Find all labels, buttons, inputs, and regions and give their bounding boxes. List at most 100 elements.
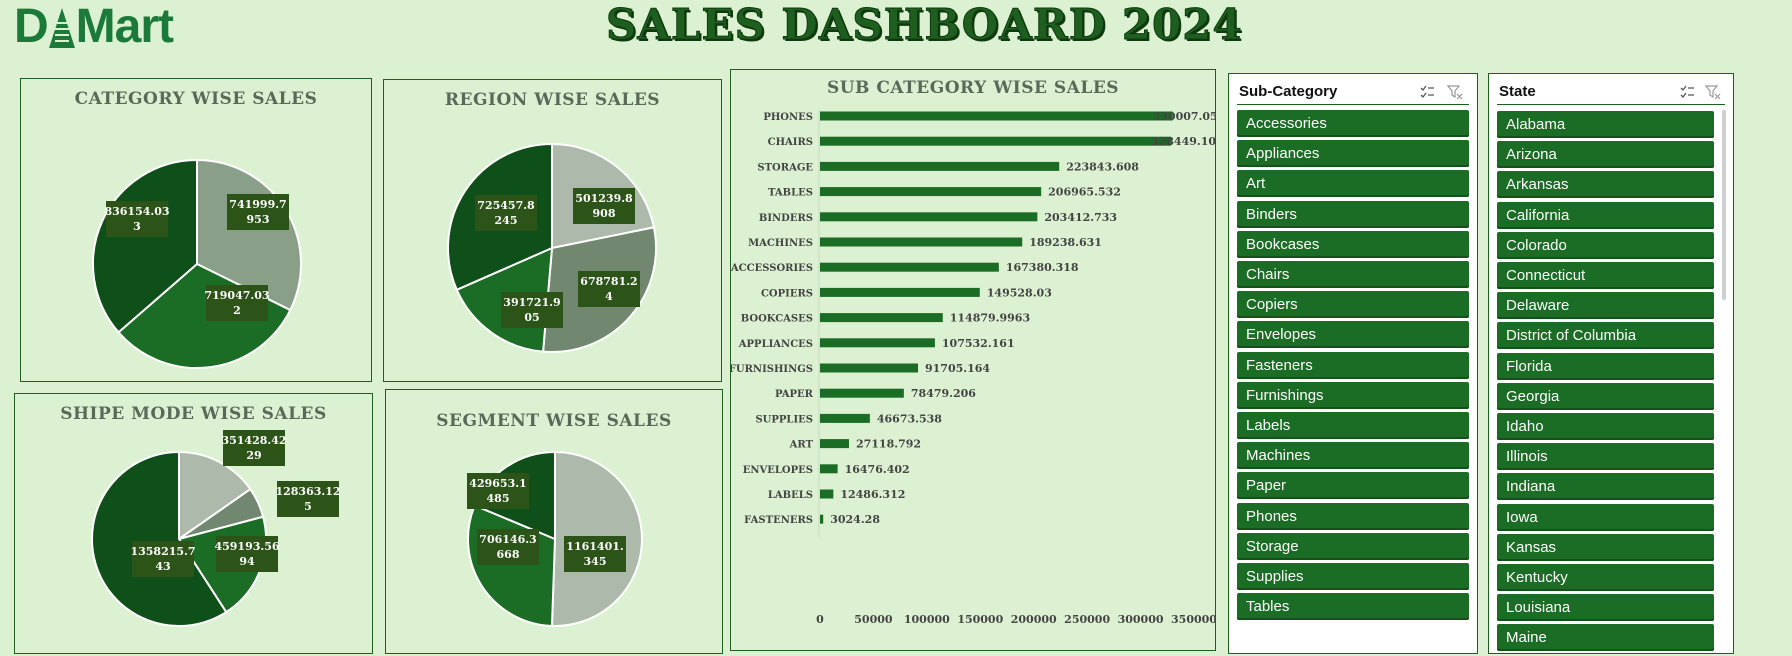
shipmode-sales-chart[interactable]: SHIPE MODE WISE SALES 351428.42 29 128363.… [14, 393, 373, 654]
subcategory-slicer-item-copiers[interactable]: Copiers [1237, 291, 1469, 319]
svg-text:908: 908 [593, 207, 616, 220]
subcategory-slicer-item-furnishings[interactable]: Furnishings [1237, 381, 1469, 409]
state-slicer-item-kansas[interactable]: Kansas [1497, 533, 1714, 561]
multi-select-icon[interactable] [1419, 84, 1435, 100]
region-sales-chart[interactable]: REGION WISE SALES 501239.8 908 678781.2 4 39… [383, 79, 722, 382]
bar-envelopes[interactable] [820, 464, 838, 474]
subcategory-slicer-item-phones[interactable]: Phones [1237, 502, 1469, 530]
state-slicer-item-arkansas[interactable]: Arkansas [1497, 171, 1714, 199]
bar-labels[interactable] [820, 489, 834, 499]
bar-category-label: FURNISHINGS [731, 364, 813, 375]
subcategory-slicer-item-paper[interactable]: Paper [1237, 472, 1469, 500]
shipmode-slice-3[interactable] [91, 450, 228, 627]
bar-value-label: 167380.318 [1006, 261, 1079, 274]
shipmode-data-label-1: 128363.12 5 [275, 481, 341, 517]
subcategory-slicer-item-appliances[interactable]: Appliances [1237, 140, 1469, 168]
subcategory-slicer-item-binders[interactable]: Binders [1237, 200, 1469, 228]
state-slicer-item-california[interactable]: California [1497, 201, 1714, 229]
subcategory-slicer-item-chairs[interactable]: Chairs [1237, 261, 1469, 288]
bar-category-label: COPIERS [761, 288, 813, 299]
bar-furnishings[interactable] [820, 363, 918, 373]
category-chart-title: CATEGORY WISE SALES [74, 89, 318, 109]
svg-text:741999.7: 741999.7 [229, 198, 286, 211]
bar-copiers[interactable] [820, 287, 980, 297]
logo-text-d: D [14, 0, 49, 53]
bar-chairs[interactable] [820, 136, 1171, 146]
region-data-label-0: 501239.8 908 [573, 188, 635, 224]
subcategory-slicer[interactable]: Sub-Category Accessories Appliances Art Bin… [1228, 73, 1478, 654]
x-tick-label: 250000 [1064, 613, 1110, 626]
subcategory-slicer-item-art[interactable]: Art [1237, 170, 1469, 198]
svg-text:05: 05 [524, 311, 539, 324]
subcategory-slicer-item-storage[interactable]: Storage [1237, 532, 1469, 560]
svg-text:43: 43 [155, 560, 170, 573]
state-slicer-item-maine[interactable]: Maine [1497, 624, 1714, 652]
bar-storage[interactable] [820, 161, 1060, 171]
state-slicer-item-idaho[interactable]: Idaho [1497, 413, 1714, 440]
clear-filter-icon[interactable] [1705, 84, 1721, 100]
state-slicer-item-indiana[interactable]: Indiana [1497, 473, 1714, 501]
shipmode-slice-0[interactable] [178, 450, 252, 541]
bar-appliances[interactable] [820, 338, 935, 348]
bar-category-label: PHONES [763, 112, 813, 123]
bar-value-label: 78479.206 [911, 387, 976, 400]
state-slicer-item-alabama[interactable]: Alabama [1497, 111, 1714, 138]
subcategory-slicer-item-bookcases[interactable]: Bookcases [1237, 230, 1469, 258]
state-slicer-item-georgia[interactable]: Georgia [1497, 382, 1714, 410]
subcategory-slicer-item-labels[interactable]: Labels [1237, 412, 1469, 439]
bar-phones[interactable] [820, 111, 1173, 121]
bar-tables[interactable] [820, 187, 1042, 197]
state-slicer-item-connecticut[interactable]: Connecticut [1497, 262, 1714, 289]
bar-fasteners[interactable] [820, 514, 824, 524]
segment-sales-chart[interactable]: SEGMENT WISE SALES 1161401. 345 706146.3 66… [385, 389, 723, 654]
shipmode-data-label-3: 1358215.7 43 [130, 541, 196, 577]
svg-text:459193.56: 459193.56 [214, 540, 279, 553]
subcategory-slicer-title: Sub-Category [1239, 83, 1338, 100]
state-slicer-scrollbar[interactable] [1722, 110, 1726, 300]
state-slicer-item-district-of-columbia[interactable]: District of Columbia [1497, 322, 1714, 350]
bar-paper[interactable] [820, 388, 904, 398]
subcategory-slicer-item-machines[interactable]: Machines [1237, 442, 1469, 470]
state-slicer-item-arizona[interactable]: Arizona [1497, 141, 1714, 169]
subcategory-sales-chart[interactable]: SUB CATEGORY WISE SALES PHONES 330007.054… [730, 69, 1216, 651]
bar-art[interactable] [820, 439, 849, 449]
state-slicer[interactable]: State Alabama Arizona Arkansas California Co… [1488, 73, 1734, 654]
subcategory-slicer-item-fasteners[interactable]: Fasteners [1237, 351, 1469, 379]
state-slicer-item-florida[interactable]: Florida [1497, 352, 1714, 380]
subcategory-slicer-item-supplies[interactable]: Supplies [1237, 563, 1469, 590]
bar-value-label: 46673.538 [877, 412, 942, 425]
subcategory-slicer-item-envelopes[interactable]: Envelopes [1237, 321, 1469, 349]
subcategory-slicer-item-tables[interactable]: Tables [1237, 593, 1469, 621]
state-slicer-item-kentucky[interactable]: Kentucky [1497, 564, 1714, 591]
category-data-label-0: 741999.7 953 [227, 194, 289, 230]
state-slicer-item-louisiana[interactable]: Louisiana [1497, 594, 1714, 622]
bar-accessories[interactable] [820, 262, 999, 272]
bar-binders[interactable] [820, 212, 1038, 222]
shipmode-data-label-2: 459193.56 94 [214, 536, 280, 572]
clear-filter-icon[interactable] [1447, 84, 1463, 100]
x-tick-label: 200000 [1011, 613, 1057, 626]
state-slicer-item-illinois[interactable]: Illinois [1497, 443, 1714, 471]
bar-category-label: BINDERS [759, 213, 813, 224]
state-slicer-item-delaware[interactable]: Delaware [1497, 292, 1714, 320]
svg-text:2: 2 [233, 304, 241, 317]
svg-text:29: 29 [246, 449, 261, 462]
subcategory-slicer-item-accessories[interactable]: Accessories [1237, 110, 1469, 137]
multi-select-icon[interactable] [1679, 84, 1695, 100]
svg-text:725457.8: 725457.8 [477, 199, 535, 212]
category-data-label-1: 719047.03 2 [204, 285, 270, 321]
bar-category-label: ART [789, 440, 814, 451]
state-slicer-item-iowa[interactable]: Iowa [1497, 503, 1714, 531]
x-tick-label: 150000 [957, 613, 1003, 626]
region-data-label-3: 725457.8 245 [475, 195, 537, 231]
bar-machines[interactable] [820, 237, 1023, 247]
x-tick-label: 50000 [854, 613, 893, 626]
logo-text-mart: Mart [75, 0, 174, 53]
category-sales-chart[interactable]: CATEGORY WISE SALES 741999.7 953 719047.03… [20, 78, 372, 382]
state-slicer-item-colorado[interactable]: Colorado [1497, 231, 1714, 259]
svg-text:678781.2: 678781.2 [580, 275, 637, 288]
state-slicer-title: State [1499, 83, 1536, 100]
bar-supplies[interactable] [820, 413, 870, 423]
bar-value-label: 3024.28 [830, 513, 880, 526]
bar-bookcases[interactable] [820, 313, 943, 323]
